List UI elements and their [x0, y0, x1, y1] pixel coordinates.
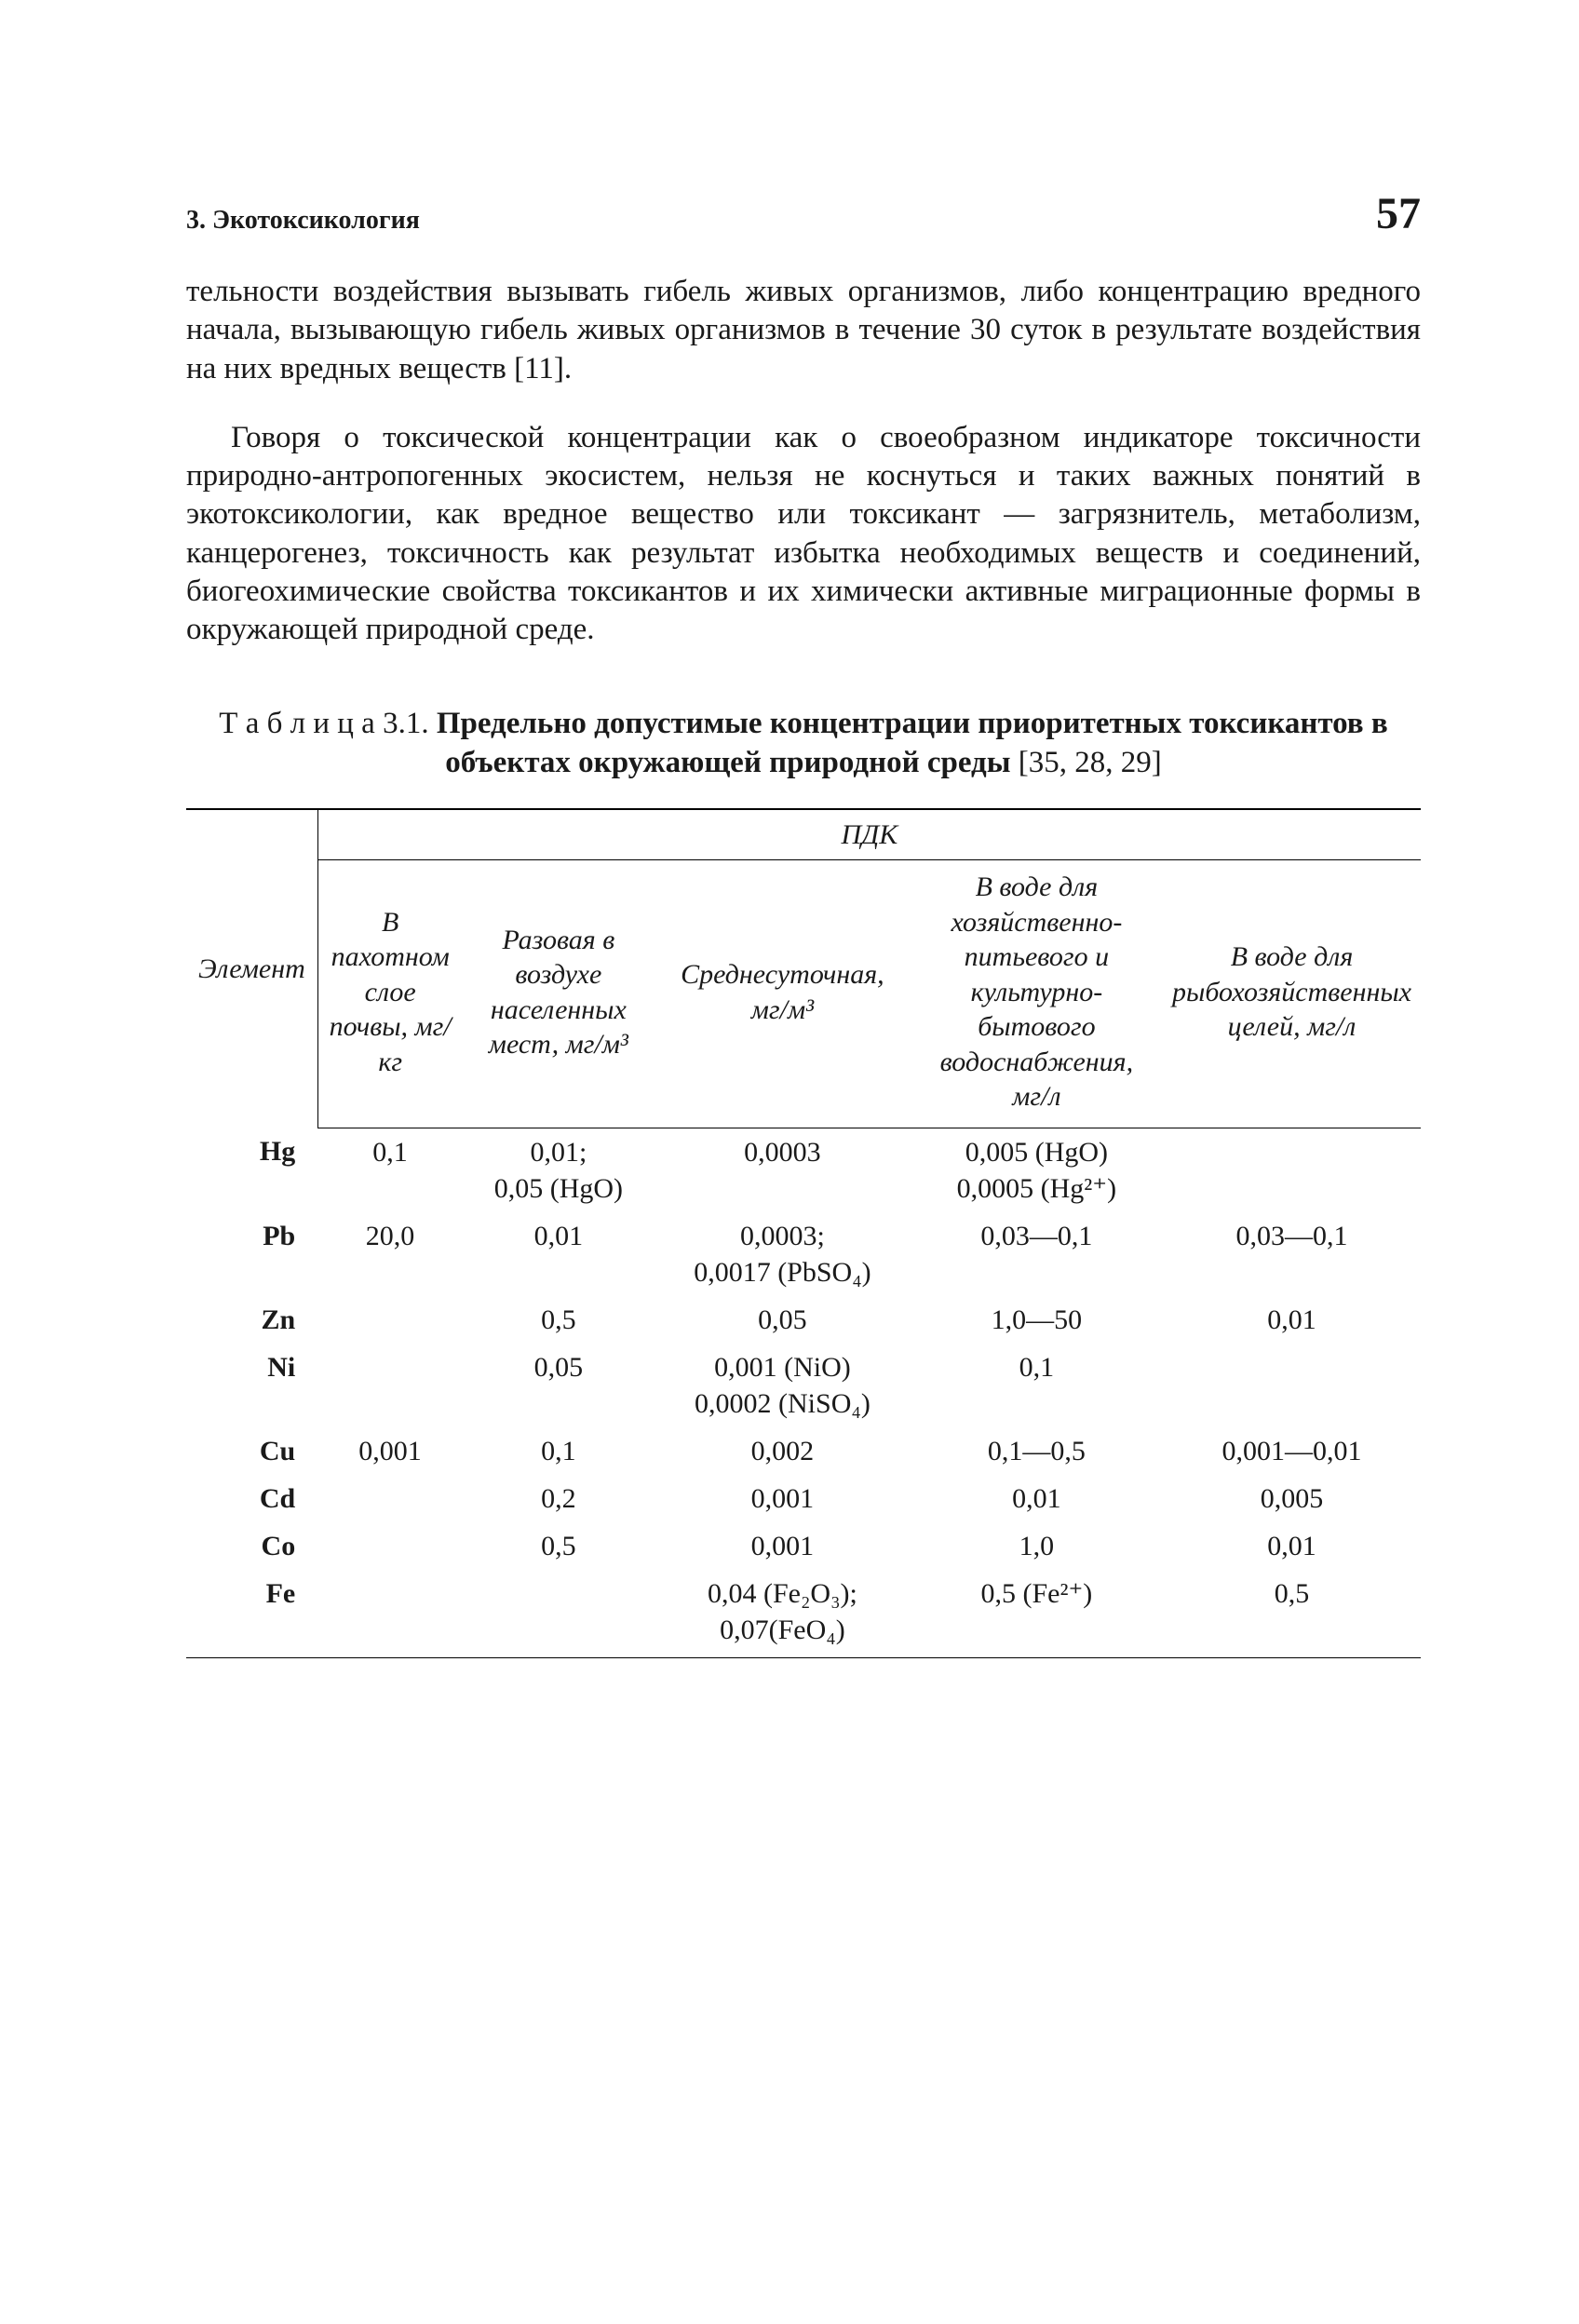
col-header-water-fish: В воде для рыбохозяйственных целей, мг/л	[1163, 860, 1421, 1128]
cell: 0,001—0,01	[1163, 1427, 1421, 1475]
table-row: Pb 20,0 0,01 0,0003;0,0017 (PbSO₄) 0,03—…	[186, 1212, 1421, 1296]
cell: 0,0003	[655, 1128, 911, 1212]
table-row: Fe 0,04 (Fe₂O₃);0,07(FeO₄) 0,5 (Fe²⁺) 0,…	[186, 1570, 1421, 1658]
col-header-air-daily: Среднесуточная, мг/м³	[655, 860, 911, 1128]
caption-lead: Т а б л и ц а 3.1.	[219, 707, 437, 740]
cell: 0,001	[655, 1522, 911, 1570]
table-body: Hg 0,1 0,01;0,05 (HgO) 0,0003 0,005 (HgO…	[186, 1128, 1421, 1657]
page: 3. Экотоксикология 57 тельности воздейст…	[0, 0, 1579, 2324]
col-header-soil: В пахотном слое почвы, мг/кг	[317, 860, 462, 1128]
cell: 0,04 (Fe₂O₃);0,07(FeO₄)	[655, 1570, 911, 1658]
col-header-air-single: Разовая в воздухе населенных мест, мг/м³	[463, 860, 655, 1128]
cell	[1163, 1128, 1421, 1212]
cell: 0,01	[911, 1475, 1163, 1522]
cell: 0,5	[1163, 1570, 1421, 1658]
cell: 0,005 (HgO)0,0005 (Hg²⁺)	[911, 1128, 1163, 1212]
cell: 0,0003;0,0017 (PbSO₄)	[655, 1212, 911, 1296]
cell: 0,01	[1163, 1296, 1421, 1344]
cell	[317, 1296, 462, 1344]
paragraph-1: тельности воздействия вызывать гибель жи…	[186, 273, 1421, 388]
cell: 0,1	[317, 1128, 462, 1212]
cell: 0,2	[463, 1475, 655, 1522]
cell: 1,0—50	[911, 1296, 1163, 1344]
cell	[463, 1570, 655, 1658]
cell	[1163, 1344, 1421, 1427]
table-row: Zn 0,5 0,05 1,0—50 0,01	[186, 1296, 1421, 1344]
pdk-table: Элемент ПДК В пахотном слое почвы, мг/кг…	[186, 808, 1421, 1658]
cell: 0,1	[911, 1344, 1163, 1427]
cell-element: Cu	[186, 1427, 317, 1475]
table-row: Cd 0,2 0,001 0,01 0,005	[186, 1475, 1421, 1522]
section-label: 3. Экотоксикология	[186, 204, 420, 236]
cell-element: Hg	[186, 1128, 317, 1212]
cell: 0,001	[655, 1475, 911, 1522]
cell-element: Pb	[186, 1212, 317, 1296]
col-header-group: ПДК	[317, 809, 1421, 860]
paragraph-2: Говоря о токсической концентрации как о …	[186, 419, 1421, 650]
cell: 0,001 (NiO)0,0002 (NiSO₄)	[655, 1344, 911, 1427]
cell: 0,01	[463, 1212, 655, 1296]
cell-element: Fe	[186, 1570, 317, 1658]
cell: 0,5	[463, 1296, 655, 1344]
cell	[317, 1344, 462, 1427]
cell: 0,1	[463, 1427, 655, 1475]
page-number: 57	[1376, 186, 1421, 242]
cell: 20,0	[317, 1212, 462, 1296]
cell: 0,01	[1163, 1522, 1421, 1570]
cell: 0,001	[317, 1427, 462, 1475]
cell: 0,05	[463, 1344, 655, 1427]
cell: 0,01;0,05 (HgO)	[463, 1128, 655, 1212]
cell-element: Ni	[186, 1344, 317, 1427]
cell-element: Cd	[186, 1475, 317, 1522]
cell: 0,002	[655, 1427, 911, 1475]
cell	[317, 1570, 462, 1658]
table-caption: Т а б л и ц а 3.1. Предельно допустимые …	[186, 705, 1421, 782]
cell-element: Zn	[186, 1296, 317, 1344]
cell: 0,05	[655, 1296, 911, 1344]
cell: 1,0	[911, 1522, 1163, 1570]
table-row: Cu 0,001 0,1 0,002 0,1—0,5 0,001—0,01	[186, 1427, 1421, 1475]
cell	[317, 1475, 462, 1522]
col-header-element: Элемент	[186, 809, 317, 1128]
cell: 0,03—0,1	[1163, 1212, 1421, 1296]
col-header-water-dom: В воде для хозяйственно-питьевого и куль…	[911, 860, 1163, 1128]
cell: 0,1—0,5	[911, 1427, 1163, 1475]
cell	[317, 1522, 462, 1570]
cell-element: Co	[186, 1522, 317, 1570]
caption-title: Предельно допустимые концентрации приори…	[437, 707, 1388, 778]
table-row: Co 0,5 0,001 1,0 0,01	[186, 1522, 1421, 1570]
table-row: Ni 0,05 0,001 (NiO)0,0002 (NiSO₄) 0,1	[186, 1344, 1421, 1427]
cell: 0,005	[1163, 1475, 1421, 1522]
cell: 0,5 (Fe²⁺)	[911, 1570, 1163, 1658]
table-row: Hg 0,1 0,01;0,05 (HgO) 0,0003 0,005 (HgO…	[186, 1128, 1421, 1212]
caption-refs: [35, 28, 29]	[1011, 746, 1162, 779]
cell: 0,5	[463, 1522, 655, 1570]
cell: 0,03—0,1	[911, 1212, 1163, 1296]
running-header: 3. Экотоксикология 57	[186, 186, 1421, 242]
